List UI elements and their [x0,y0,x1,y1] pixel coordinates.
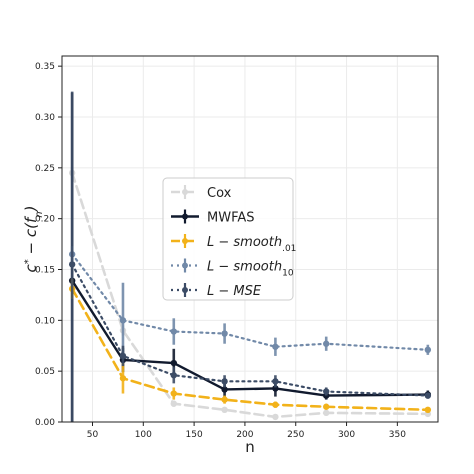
x-tick-label: 350 [389,430,406,440]
data-point [323,388,330,395]
data-point [119,375,127,382]
legend-label: L − smooth.01 [207,235,296,254]
series-l-mse [68,91,432,422]
data-point [221,396,228,403]
legend-swatch-marker [182,213,188,220]
y-axis-label: c* − c(fn) [22,206,45,273]
data-point [272,385,279,392]
y-tick-label: 0.30 [35,113,55,123]
legend-label: MWFAS [207,211,255,226]
data-point [424,346,432,354]
y-tick-label: 0.25 [35,164,55,174]
x-tick-label: 50 [87,430,99,440]
legend-box [162,177,294,301]
x-tick-label: 150 [186,430,203,440]
data-point [272,413,279,421]
axis-ticks: 50 100 150 200 250 300 350 0.00 0.05 0.10 0.15 0.20… [35,62,406,440]
legend-swatch-marker [182,238,188,244]
series-line [70,287,430,412]
y-tick-label: 0.00 [35,418,55,428]
x-tick-label: 100 [135,430,152,440]
legend-swatch-marker [182,189,188,195]
legend-swatch-marker [182,287,188,293]
x-tick-label: 250 [287,430,304,440]
y-tick-label: 0.35 [35,62,55,72]
series-layer [68,91,432,422]
data-point [119,317,127,324]
data-point [221,330,228,337]
y-tick-label: 0.10 [35,316,55,326]
x-axis-label: n [245,438,255,456]
y-tick-label: 0.05 [35,367,55,377]
data-point [323,409,330,417]
series-l-smooth-01 [68,278,432,413]
x-tick-label: 300 [338,430,355,440]
data-point [221,378,228,385]
data-point [424,392,432,399]
data-point [323,403,330,410]
data-point [170,359,177,367]
x-tick-label: 200 [236,430,253,440]
legend-label: Cox [207,186,232,201]
legend-label: L − smooth10 [207,260,294,279]
data-point [170,372,177,379]
y-tick-label: 0.15 [35,266,55,276]
legend: Cox MWFAS L − smooth.01 L − smooth10 L − MSE [162,177,296,301]
data-point [424,406,432,413]
data-point [272,378,279,385]
data-point [68,261,76,268]
plot-frame [61,55,439,423]
legend-label: L − MSE [207,284,262,299]
data-point [221,406,228,413]
y-tick-label: 0.20 [35,215,55,225]
legend-swatch-marker [182,262,188,269]
data-point [221,386,228,393]
data-point [170,400,177,407]
data-point [170,390,177,397]
data-point [323,340,330,347]
data-point [272,343,279,350]
data-point [272,401,279,408]
data-point [119,352,127,360]
data-point [170,328,177,335]
grid-lines [62,56,438,423]
